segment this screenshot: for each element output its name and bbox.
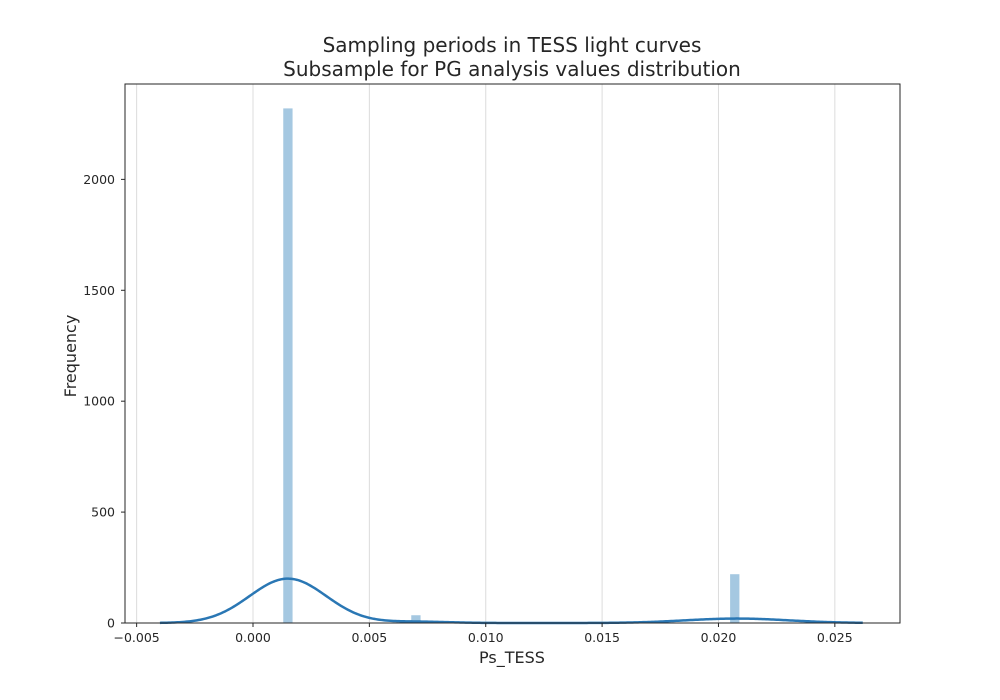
y-tick-label-1: 500 bbox=[91, 505, 115, 520]
y-tick-label-3: 1500 bbox=[83, 283, 115, 298]
kde-curve bbox=[159, 577, 863, 625]
histogram-bar-0 bbox=[283, 108, 293, 624]
x-tick-label-2: 0.005 bbox=[351, 630, 387, 645]
y-tick-label-4: 2000 bbox=[83, 172, 115, 187]
histogram-bar-1 bbox=[411, 615, 421, 623]
x-axis-ticks: −0.005 0.000 0.005 0.010 0.015 0.020 0.025 bbox=[114, 623, 853, 645]
chart-title: Sampling periods in TESS light curves Su… bbox=[283, 33, 741, 81]
y-axis-label: Frequency bbox=[61, 315, 80, 398]
kde-line bbox=[159, 577, 863, 625]
chart-title-line-2: Subsample for PG analysis values distrib… bbox=[283, 57, 741, 81]
x-tick-label-5: 0.020 bbox=[701, 630, 737, 645]
grid bbox=[136, 84, 836, 623]
x-tick-label-0: −0.005 bbox=[114, 630, 160, 645]
x-tick-label-3: 0.010 bbox=[468, 630, 504, 645]
y-axis-ticks: 0 500 1000 1500 2000 bbox=[83, 172, 125, 631]
chart-title-line-1: Sampling periods in TESS light curves bbox=[323, 33, 702, 57]
histogram-bar-2 bbox=[730, 574, 740, 623]
x-tick-label-4: 0.015 bbox=[584, 630, 620, 645]
x-tick-label-1: 0.000 bbox=[235, 630, 271, 645]
x-axis-label: Ps_TESS bbox=[479, 648, 545, 668]
x-tick-label-6: 0.025 bbox=[817, 630, 853, 645]
plot-frame bbox=[124, 83, 901, 624]
y-tick-label-0: 0 bbox=[107, 616, 115, 631]
histogram-bars bbox=[283, 108, 740, 624]
y-tick-label-2: 1000 bbox=[83, 394, 115, 409]
